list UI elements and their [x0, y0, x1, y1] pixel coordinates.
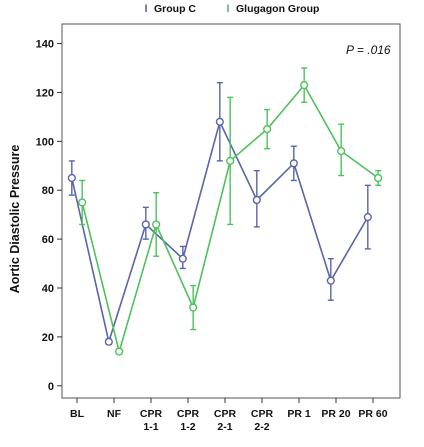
series-0 — [67, 81, 372, 346]
legend-entry: Glugagon Group — [236, 3, 319, 15]
legend: I Group C I Glugagon Group — [144, 3, 319, 15]
y-tick-label: 20 — [42, 332, 54, 344]
y-axis: 0 20 40 60 80 100 120 140 — [36, 39, 62, 393]
series-1 — [78, 67, 383, 356]
x-tick-label: PR 60 — [358, 408, 387, 420]
y-tick-label: 80 — [42, 185, 54, 197]
data-point — [104, 337, 113, 346]
x-tick-label: CPR — [214, 408, 237, 420]
data-point — [226, 156, 235, 165]
legend-entry: Group C — [154, 3, 196, 15]
x-tick-label: CPR — [177, 408, 200, 420]
data-point — [141, 220, 150, 229]
data-point — [115, 347, 124, 356]
data-point — [363, 213, 372, 222]
legend-glyph: I — [226, 3, 229, 15]
data-point — [252, 195, 261, 205]
y-tick-label: 100 — [36, 136, 54, 148]
data-point — [152, 220, 161, 229]
y-axis-label: Aortic Diastolic Pressure — [8, 145, 22, 294]
data-point — [67, 173, 76, 183]
x-tick-label: CPR — [140, 408, 163, 420]
data-point — [326, 276, 335, 285]
x-tick-label: NF — [107, 408, 122, 420]
data-point — [263, 125, 272, 134]
y-tick-label: 60 — [42, 234, 54, 246]
y-tick-label: 120 — [36, 87, 54, 99]
y-tick-label: 140 — [36, 39, 54, 51]
series-layer — [67, 67, 383, 356]
x-tick-label: 2-2 — [254, 421, 269, 433]
data-point — [178, 254, 187, 263]
data-point — [374, 173, 383, 183]
x-tick-label: BL — [70, 408, 85, 420]
x-tick-label: PR 20 — [321, 408, 350, 420]
x-tick-label: 1-1 — [143, 421, 158, 433]
y-tick-label: 0 — [48, 381, 54, 393]
x-tick-label: PR 1 — [287, 408, 311, 420]
data-point — [300, 81, 309, 90]
data-point — [337, 147, 346, 156]
plot-area — [61, 23, 401, 399]
p-value-annotation: P = .016 — [346, 43, 391, 57]
data-point — [189, 303, 198, 312]
data-point — [289, 159, 298, 168]
x-tick-label: CPR — [251, 408, 274, 420]
y-tick-label: 40 — [42, 283, 54, 295]
data-point — [78, 198, 87, 207]
x-tick-label: 1-2 — [180, 421, 195, 433]
data-point — [215, 117, 224, 126]
legend-glyph: I — [144, 3, 147, 15]
x-tick-label: 2-1 — [217, 421, 232, 433]
